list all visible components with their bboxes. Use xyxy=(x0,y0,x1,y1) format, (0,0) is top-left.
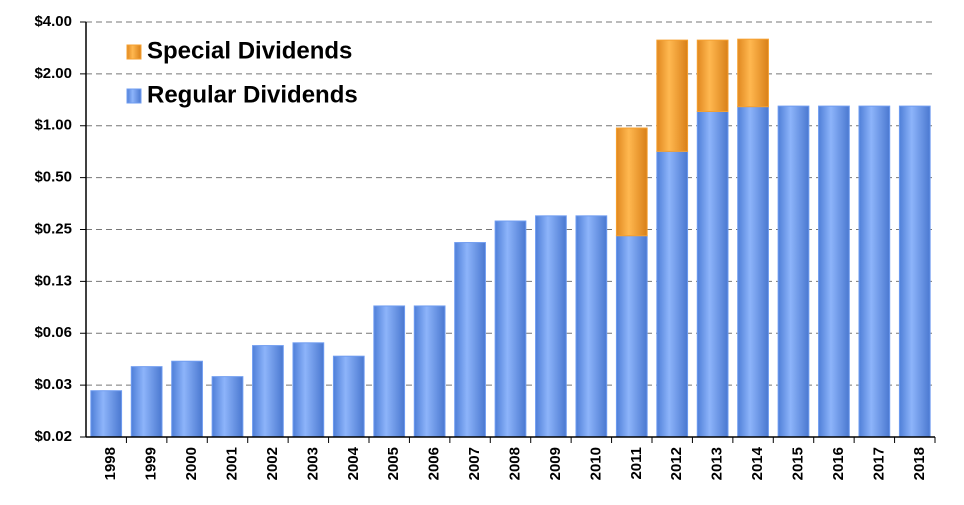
legend-label: Regular Dividends xyxy=(147,81,358,108)
bar xyxy=(171,360,203,438)
x-tick-label: 2006 xyxy=(426,447,443,480)
y-tick-label: $2.00 xyxy=(34,65,72,82)
bar xyxy=(615,127,648,237)
y-tick-label: $0.02 xyxy=(34,428,72,445)
x-tick-label: 2007 xyxy=(466,447,483,480)
bar xyxy=(696,39,729,112)
bar xyxy=(494,220,527,438)
bar xyxy=(332,355,365,438)
legend-label: Special Dividends xyxy=(147,37,352,64)
bar xyxy=(575,215,608,438)
bar xyxy=(211,376,244,438)
legend-swatch xyxy=(126,88,142,104)
x-tick-label: 2014 xyxy=(749,446,766,480)
bar xyxy=(454,242,486,438)
x-tick-label: 2012 xyxy=(668,447,685,480)
bar xyxy=(535,215,567,438)
bar xyxy=(252,345,284,438)
x-tick-label: 2016 xyxy=(830,447,847,480)
x-tick-label: 1999 xyxy=(143,447,160,480)
bar xyxy=(696,110,729,438)
x-tick-label: 2018 xyxy=(911,447,928,480)
x-tick-label: 2009 xyxy=(547,447,564,480)
bar xyxy=(777,105,810,438)
y-tick-label: $0.06 xyxy=(34,324,72,341)
bar xyxy=(737,106,769,438)
x-tick-label: 2011 xyxy=(628,447,645,480)
x-tick-label: 2001 xyxy=(223,447,240,480)
x-tick-label: 1998 xyxy=(102,447,119,480)
bar xyxy=(373,305,406,438)
bar xyxy=(130,366,163,438)
x-tick-label: 2004 xyxy=(345,446,362,480)
y-tick-label: $1.00 xyxy=(34,117,72,134)
x-tick-label: 2017 xyxy=(870,447,887,480)
x-tick-label: 2010 xyxy=(587,447,604,480)
x-tick-label: 2002 xyxy=(264,447,281,480)
legend-swatch xyxy=(126,44,142,60)
bar xyxy=(818,105,850,438)
x-tick-label: 2003 xyxy=(304,447,321,480)
x-tick-label: 2013 xyxy=(709,447,726,480)
bar xyxy=(858,105,891,438)
bar xyxy=(737,38,769,108)
bar xyxy=(656,150,689,438)
y-tick-label: $0.50 xyxy=(34,169,72,186)
bar xyxy=(413,305,446,438)
x-tick-label: 2008 xyxy=(506,447,523,480)
y-tick-label: $4.00 xyxy=(34,13,72,30)
bar xyxy=(898,105,931,438)
bar xyxy=(90,390,123,438)
x-tick-label: 2005 xyxy=(385,447,402,480)
x-tick-label: 2000 xyxy=(183,447,200,480)
y-tick-label: $0.13 xyxy=(34,272,72,289)
y-tick-label: $0.25 xyxy=(34,220,72,237)
x-tick-label: 2015 xyxy=(789,447,806,480)
y-tick-label: $0.03 xyxy=(34,376,72,393)
bar xyxy=(656,39,689,152)
bar xyxy=(615,235,648,438)
bar xyxy=(292,342,325,438)
